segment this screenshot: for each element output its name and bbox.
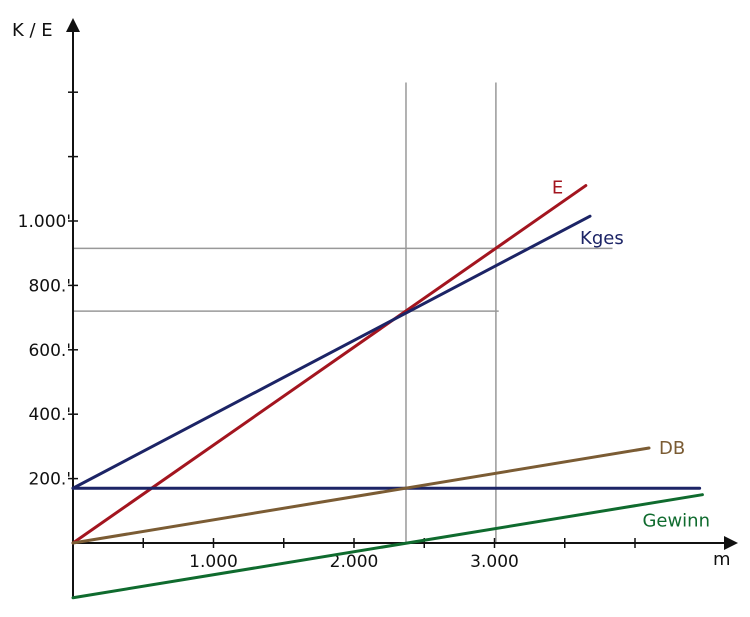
series-line-db [71, 446, 651, 545]
y-tick-label: 1.000' [18, 212, 71, 232]
series-labels: E Kges DB Gewinn [552, 178, 710, 532]
series-label-kges: Kges [580, 228, 624, 249]
series-line-gewinn [71, 493, 704, 600]
series-line-kges [71, 214, 592, 490]
series-label-gewinn: Gewinn [642, 511, 710, 532]
series-line-e [71, 184, 588, 545]
x-tick-label: 2.000 [330, 552, 379, 572]
series-lines [71, 184, 704, 600]
y-tick-label: 800.' [28, 276, 71, 296]
y-tick-label: 200.' [28, 470, 71, 490]
y-axis-arrow [66, 18, 80, 32]
y-axis-title: K / E [12, 20, 53, 41]
ticks: 1.000 2.000 3.000 200.' 400.' 600.' 800.' 1.000… [18, 91, 636, 572]
x-tick-label: 1.000 [189, 552, 238, 572]
y-tick-label: 600.' [28, 341, 71, 361]
x-tick-label: 3.000 [470, 552, 519, 572]
series-label-e: E [552, 178, 563, 199]
y-tick-label: 400.' [28, 405, 71, 425]
x-axis-arrow [724, 536, 738, 550]
x-axis-title: m [713, 549, 731, 570]
guide-lines [73, 82, 613, 543]
series-label-db: DB [659, 438, 685, 459]
